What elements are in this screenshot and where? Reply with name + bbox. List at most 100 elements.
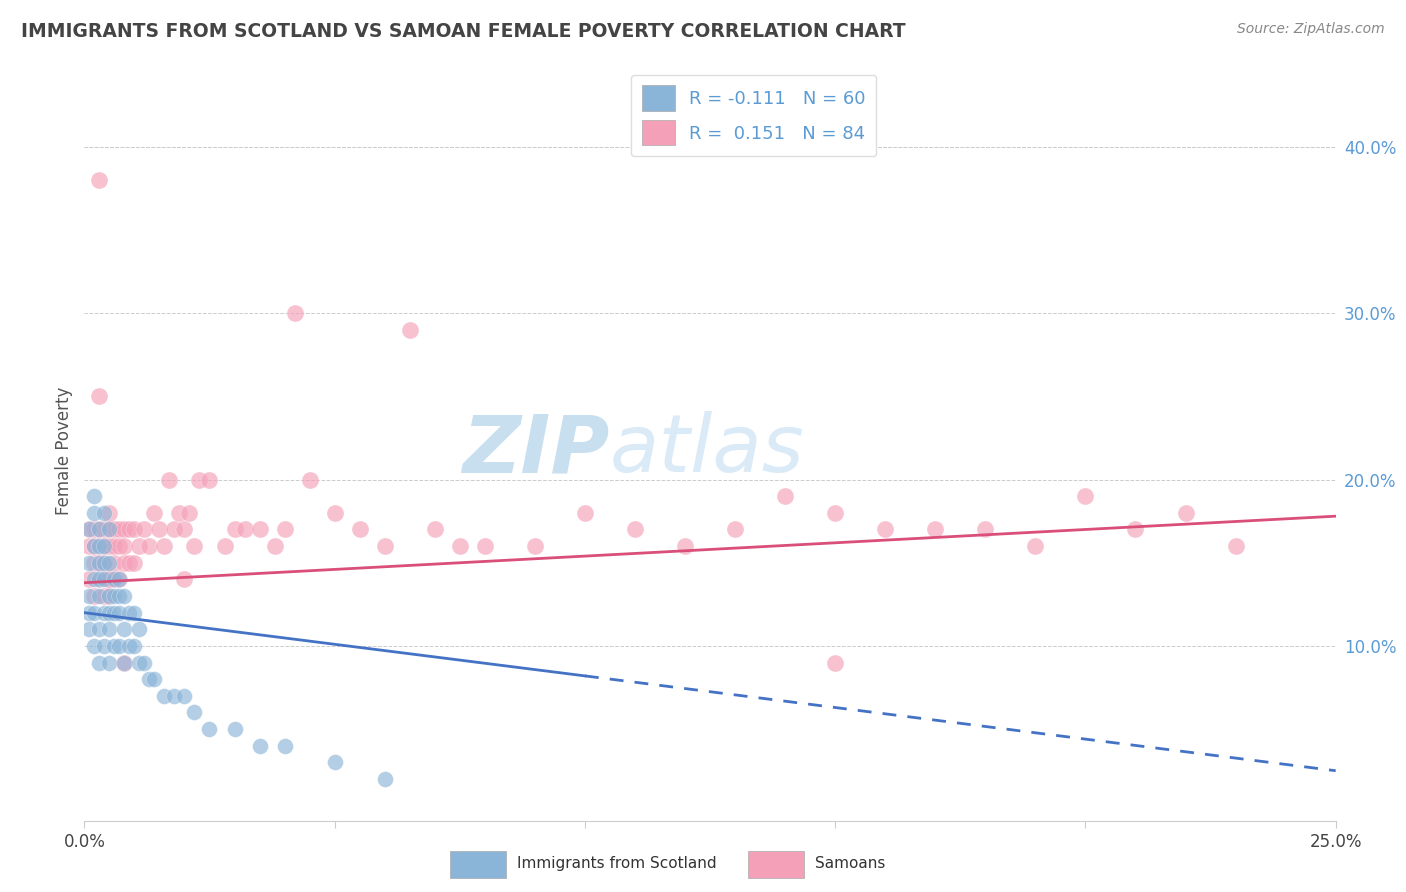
Point bbox=[108, 639, 131, 653]
Text: IMMIGRANTS FROM SCOTLAND VS SAMOAN FEMALE POVERTY CORRELATION CHART: IMMIGRANTS FROM SCOTLAND VS SAMOAN FEMAL… bbox=[21, 22, 905, 41]
Point bbox=[103, 573, 125, 587]
Point bbox=[103, 639, 125, 653]
Point bbox=[79, 539, 101, 553]
Point bbox=[89, 173, 111, 187]
Point bbox=[83, 606, 105, 620]
Point bbox=[124, 523, 146, 537]
Point bbox=[249, 739, 271, 753]
Point bbox=[79, 523, 101, 537]
Point bbox=[89, 573, 111, 587]
Point bbox=[98, 573, 121, 587]
Point bbox=[1225, 539, 1247, 553]
Point bbox=[83, 589, 105, 603]
Point bbox=[93, 606, 115, 620]
Point bbox=[108, 606, 131, 620]
Point bbox=[284, 306, 307, 320]
Point bbox=[198, 722, 221, 736]
Point bbox=[398, 323, 420, 337]
Point bbox=[214, 539, 236, 553]
Point bbox=[423, 523, 446, 537]
Point bbox=[224, 523, 246, 537]
Point bbox=[188, 473, 211, 487]
Point bbox=[124, 606, 146, 620]
Point bbox=[153, 539, 176, 553]
Point bbox=[83, 573, 105, 587]
Point bbox=[93, 539, 115, 553]
Point bbox=[673, 539, 696, 553]
Point bbox=[89, 556, 111, 570]
Point bbox=[824, 506, 846, 520]
Point bbox=[374, 772, 396, 786]
Point bbox=[79, 606, 101, 620]
Point bbox=[89, 623, 111, 637]
Point bbox=[183, 706, 205, 720]
Point bbox=[1174, 506, 1197, 520]
Point bbox=[93, 506, 115, 520]
Point bbox=[169, 506, 191, 520]
Point bbox=[89, 523, 111, 537]
Point bbox=[83, 506, 105, 520]
Point bbox=[103, 539, 125, 553]
Point bbox=[179, 506, 201, 520]
Point bbox=[93, 589, 115, 603]
Point bbox=[98, 606, 121, 620]
Point bbox=[79, 573, 101, 587]
Point bbox=[134, 523, 156, 537]
Point bbox=[98, 656, 121, 670]
Point bbox=[124, 639, 146, 653]
Point bbox=[148, 523, 170, 537]
Point bbox=[79, 523, 101, 537]
Point bbox=[103, 523, 125, 537]
Point bbox=[93, 639, 115, 653]
Point bbox=[523, 539, 546, 553]
Point bbox=[98, 623, 121, 637]
Point bbox=[298, 473, 321, 487]
Point bbox=[134, 656, 156, 670]
Point bbox=[89, 539, 111, 553]
Point bbox=[108, 573, 131, 587]
Text: Source: ZipAtlas.com: Source: ZipAtlas.com bbox=[1237, 22, 1385, 37]
Point bbox=[574, 506, 596, 520]
Point bbox=[108, 539, 131, 553]
Point bbox=[98, 589, 121, 603]
Point bbox=[233, 523, 256, 537]
Point bbox=[112, 539, 135, 553]
Point bbox=[98, 589, 121, 603]
Text: atlas: atlas bbox=[610, 411, 804, 490]
Point bbox=[98, 523, 121, 537]
Point bbox=[128, 656, 150, 670]
Point bbox=[108, 589, 131, 603]
Point bbox=[249, 523, 271, 537]
Point bbox=[98, 523, 121, 537]
Point bbox=[163, 689, 186, 703]
Point bbox=[173, 689, 195, 703]
Point bbox=[875, 523, 897, 537]
Point bbox=[89, 389, 111, 403]
Point bbox=[124, 556, 146, 570]
Point bbox=[112, 523, 135, 537]
Point bbox=[163, 523, 186, 537]
Point bbox=[93, 556, 115, 570]
Point bbox=[79, 623, 101, 637]
Point bbox=[824, 656, 846, 670]
Point bbox=[89, 556, 111, 570]
Point bbox=[93, 556, 115, 570]
Point bbox=[183, 539, 205, 553]
Point bbox=[1074, 489, 1097, 503]
Point bbox=[273, 523, 295, 537]
Point bbox=[112, 656, 135, 670]
Point bbox=[273, 739, 295, 753]
Point bbox=[924, 523, 946, 537]
Point bbox=[118, 606, 141, 620]
Point bbox=[112, 589, 135, 603]
Point bbox=[173, 573, 195, 587]
Point bbox=[83, 523, 105, 537]
Point bbox=[112, 556, 135, 570]
Point bbox=[263, 539, 285, 553]
Text: ZIP: ZIP bbox=[463, 411, 610, 490]
FancyBboxPatch shape bbox=[450, 851, 506, 878]
Point bbox=[112, 623, 135, 637]
Point bbox=[724, 523, 747, 537]
Point bbox=[323, 756, 346, 770]
Point bbox=[138, 672, 160, 686]
